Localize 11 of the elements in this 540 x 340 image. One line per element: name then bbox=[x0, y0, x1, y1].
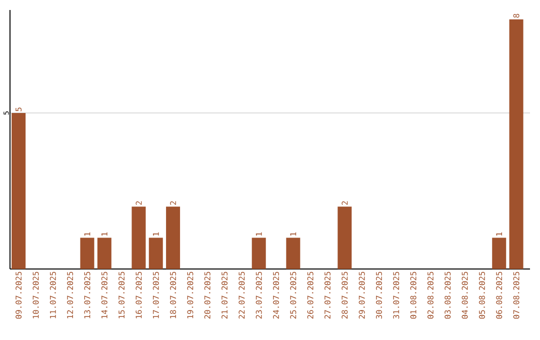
bar bbox=[509, 19, 524, 269]
bar bbox=[12, 112, 26, 269]
bar bbox=[80, 238, 94, 269]
bar bbox=[252, 238, 266, 269]
bar bbox=[148, 238, 163, 269]
bar bbox=[132, 206, 146, 269]
bar bbox=[338, 206, 352, 269]
bar bbox=[492, 238, 506, 269]
bar bbox=[286, 238, 300, 269]
bar bbox=[166, 206, 180, 269]
bar bbox=[97, 238, 112, 269]
